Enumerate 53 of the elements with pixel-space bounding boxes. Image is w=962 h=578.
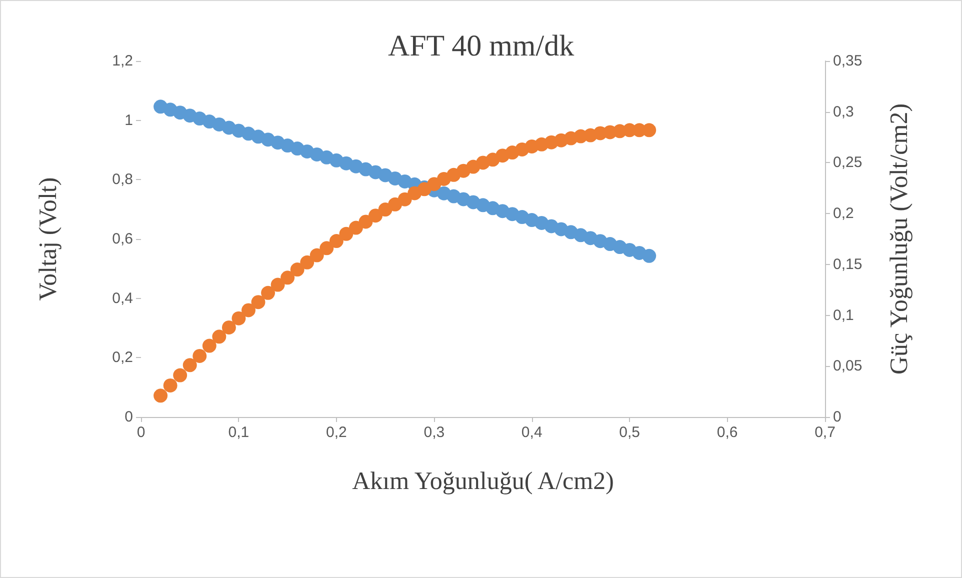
y2-tick-label: 0,05 bbox=[833, 358, 862, 375]
y-tick-label: 0,6 bbox=[112, 230, 133, 248]
point bbox=[642, 248, 656, 263]
x-tick-label: 0,2 bbox=[326, 424, 347, 441]
point bbox=[320, 241, 334, 256]
y-tick-label: 0,8 bbox=[112, 171, 133, 188]
point bbox=[222, 320, 236, 334]
y2-tick-label: 0,25 bbox=[833, 154, 862, 172]
point bbox=[280, 270, 295, 285]
x-tick-label: 0,6 bbox=[716, 424, 738, 441]
point bbox=[261, 286, 276, 300]
point bbox=[642, 123, 656, 138]
x-tick-label: 0,4 bbox=[521, 424, 542, 441]
point bbox=[270, 278, 285, 292]
y2-tick-label: 0,15 bbox=[833, 256, 862, 273]
point bbox=[290, 262, 304, 277]
point bbox=[251, 295, 266, 310]
point bbox=[310, 248, 324, 262]
y2-axis-title: Güç Yoğunluğu (Volt/cm2) bbox=[886, 103, 913, 375]
point bbox=[232, 311, 246, 326]
y-tick-label: 0,4 bbox=[112, 290, 133, 307]
y2-tick-label: 0,1 bbox=[833, 306, 854, 324]
y2-tick-label: 0,2 bbox=[833, 205, 854, 222]
point bbox=[192, 348, 207, 363]
y-tick-label: 0,2 bbox=[112, 349, 133, 366]
point bbox=[339, 226, 354, 241]
x-tick-label: 0,7 bbox=[814, 424, 836, 441]
x-tick-label: 0,1 bbox=[228, 424, 250, 441]
point bbox=[300, 255, 314, 270]
y-tick-label: 1 bbox=[124, 112, 133, 129]
y-tick-label: 1,2 bbox=[112, 52, 133, 70]
y2-tick-label: 0,3 bbox=[833, 103, 854, 120]
y-tick-label: 0 bbox=[124, 408, 133, 426]
x-axis-title: Akım Yoğunluğu( A/cm2) bbox=[352, 468, 614, 495]
point bbox=[212, 330, 226, 344]
x-tick-label: 0,3 bbox=[424, 424, 445, 441]
point bbox=[242, 303, 256, 318]
point bbox=[182, 358, 197, 372]
point bbox=[348, 220, 363, 235]
y-axis-title: Voltaj (Volt) bbox=[35, 177, 62, 301]
point bbox=[398, 192, 412, 206]
point bbox=[163, 378, 178, 392]
point bbox=[368, 208, 383, 223]
x-tick-label: 0 bbox=[136, 424, 146, 441]
point bbox=[358, 214, 373, 229]
point bbox=[173, 368, 188, 382]
y2-tick-label: 0 bbox=[833, 408, 842, 426]
point bbox=[329, 234, 344, 248]
x-tick-label: 0,5 bbox=[619, 424, 640, 441]
point bbox=[202, 338, 216, 353]
point bbox=[154, 388, 168, 403]
chart-title: AFT 40 mm/dk bbox=[388, 30, 574, 62]
y2-tick-label: 0,35 bbox=[833, 52, 862, 70]
